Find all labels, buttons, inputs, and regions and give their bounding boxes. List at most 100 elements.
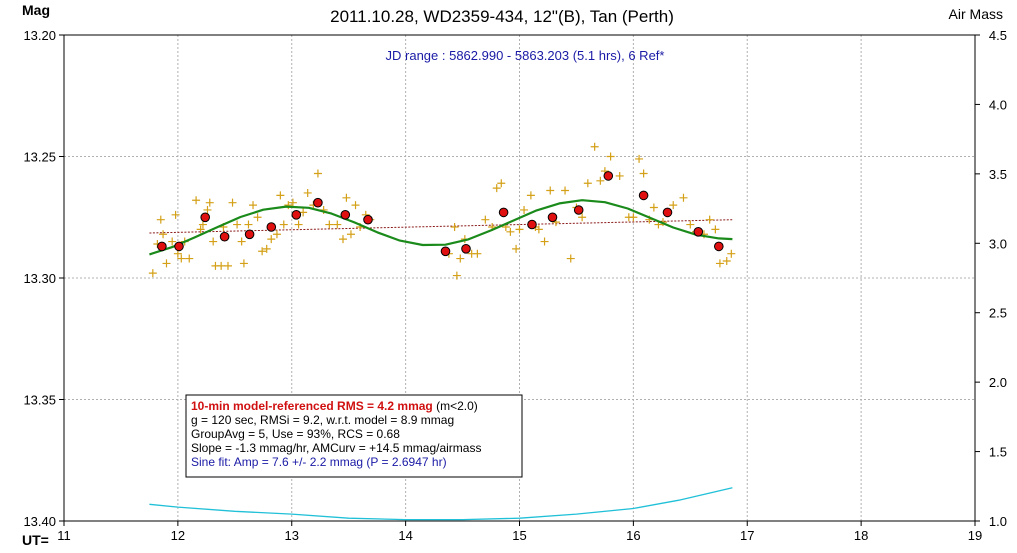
individual-point <box>159 230 168 239</box>
individual-point <box>156 215 165 224</box>
individual-point <box>249 201 258 210</box>
individual-point <box>162 259 171 268</box>
stats-line-3: GroupAvg = 5, Use = 93%, RCS = 0.68 <box>191 427 400 441</box>
y-tick-label: 13.20 <box>23 28 56 43</box>
individual-point <box>520 205 529 214</box>
individual-point <box>279 220 288 229</box>
individual-point <box>540 237 549 246</box>
group-average-point <box>340 210 351 220</box>
stats-line-1: 10-min model-referenced RMS = 4.2 mmag (… <box>191 399 478 413</box>
individual-point <box>561 186 570 195</box>
group-average-point <box>266 222 277 232</box>
individual-point <box>333 220 342 229</box>
chart-title: 2011.10.28, WD2359-434, 12"(B), Tan (Per… <box>330 7 674 26</box>
trend-line <box>149 219 733 234</box>
x-tick-label: 12 <box>171 528 185 543</box>
individual-point <box>148 269 157 278</box>
individual-point <box>526 191 535 200</box>
y-right-tick-label: 1.5 <box>989 445 1007 460</box>
individual-point <box>294 220 303 229</box>
individual-point <box>185 254 194 263</box>
individual-point <box>325 220 334 229</box>
individual-point <box>515 225 524 234</box>
x-tick-label: 14 <box>398 528 412 543</box>
individual-point <box>534 225 543 234</box>
y-right-tick-label: 4.5 <box>989 28 1007 43</box>
individual-point <box>192 196 201 205</box>
individual-point <box>615 171 624 180</box>
individual-point <box>205 198 214 207</box>
individual-point <box>578 213 587 222</box>
x-tick-label: 16 <box>626 528 640 543</box>
individual-point <box>512 244 521 253</box>
individual-point <box>473 249 482 258</box>
individual-point <box>727 249 736 258</box>
airmass-series <box>149 487 733 521</box>
group-average-point <box>603 171 614 181</box>
x-tick-label: 17 <box>740 528 754 543</box>
group-average-point <box>498 207 509 218</box>
group-average-point <box>363 214 373 225</box>
individual-point <box>481 215 490 224</box>
group-average-point <box>693 227 704 237</box>
y-right-tick-label: 3.5 <box>989 167 1007 182</box>
axes: 11 12 13 14 15 16 17 18 19 13.20 13.25 13.30 13.35 13… <box>23 28 1007 543</box>
individual-point <box>456 254 465 263</box>
x-tick-label: 15 <box>512 528 526 543</box>
group-average-point <box>662 207 673 218</box>
y-right-tick-label: 2.0 <box>989 375 1007 390</box>
airmass-line <box>149 487 733 521</box>
individual-point <box>239 259 248 268</box>
stats-line-4: Slope = -1.3 mmag/hr, AMCurv = +14.5 mma… <box>191 441 481 455</box>
y-right-tick-label: 1.0 <box>989 514 1007 529</box>
jd-range-annotation: JD range : 5862.990 - 5863.203 (5.1 hrs)… <box>386 48 665 63</box>
individual-point <box>228 198 237 207</box>
y-right-tick-label: 4.0 <box>989 97 1007 112</box>
individual-point <box>233 220 242 229</box>
group-average-point <box>573 205 584 215</box>
individual-point <box>606 152 615 161</box>
individual-point <box>590 142 599 151</box>
trend-series <box>149 219 733 234</box>
y-tick-label: 13.40 <box>23 514 56 529</box>
individual-point <box>705 215 714 224</box>
y-right-tick-label: 3.0 <box>989 236 1007 251</box>
individual-point <box>237 237 246 246</box>
group-average-point <box>313 197 323 208</box>
individual-point <box>196 225 205 234</box>
group-average-point <box>461 244 471 254</box>
group-average-point <box>200 212 210 223</box>
sine-fit-series <box>149 199 733 256</box>
individual-point <box>497 179 506 188</box>
individual-point <box>223 261 232 270</box>
individual-point <box>546 186 555 195</box>
individual-point <box>303 188 312 197</box>
stats-box: 10-min model-referenced RMS = 4.2 mmag (… <box>185 394 523 478</box>
individual-point <box>583 179 592 188</box>
individual-point <box>253 213 262 222</box>
x-tick-label: 18 <box>854 528 868 543</box>
group-average-point <box>219 231 230 242</box>
individual-point <box>679 193 688 202</box>
individual-point <box>452 271 461 280</box>
individual-point <box>267 235 276 244</box>
individual-point <box>217 261 226 270</box>
individual-point <box>686 220 695 229</box>
individual-point <box>629 213 638 222</box>
x-axis-label: UT= <box>22 532 49 548</box>
individual-point <box>450 222 459 231</box>
individual-point <box>244 220 253 229</box>
y-tick-label: 13.30 <box>23 271 56 286</box>
group-average-point <box>291 210 302 220</box>
group-average-point <box>527 219 537 230</box>
individual-point <box>506 227 515 236</box>
individual-point <box>722 256 731 265</box>
individual-point <box>203 205 212 214</box>
individual-point <box>346 230 355 239</box>
individual-point <box>198 220 207 229</box>
individual-point <box>177 254 186 263</box>
group-average-point <box>157 241 167 252</box>
individual-point <box>276 191 285 200</box>
group-average-point <box>714 241 724 252</box>
